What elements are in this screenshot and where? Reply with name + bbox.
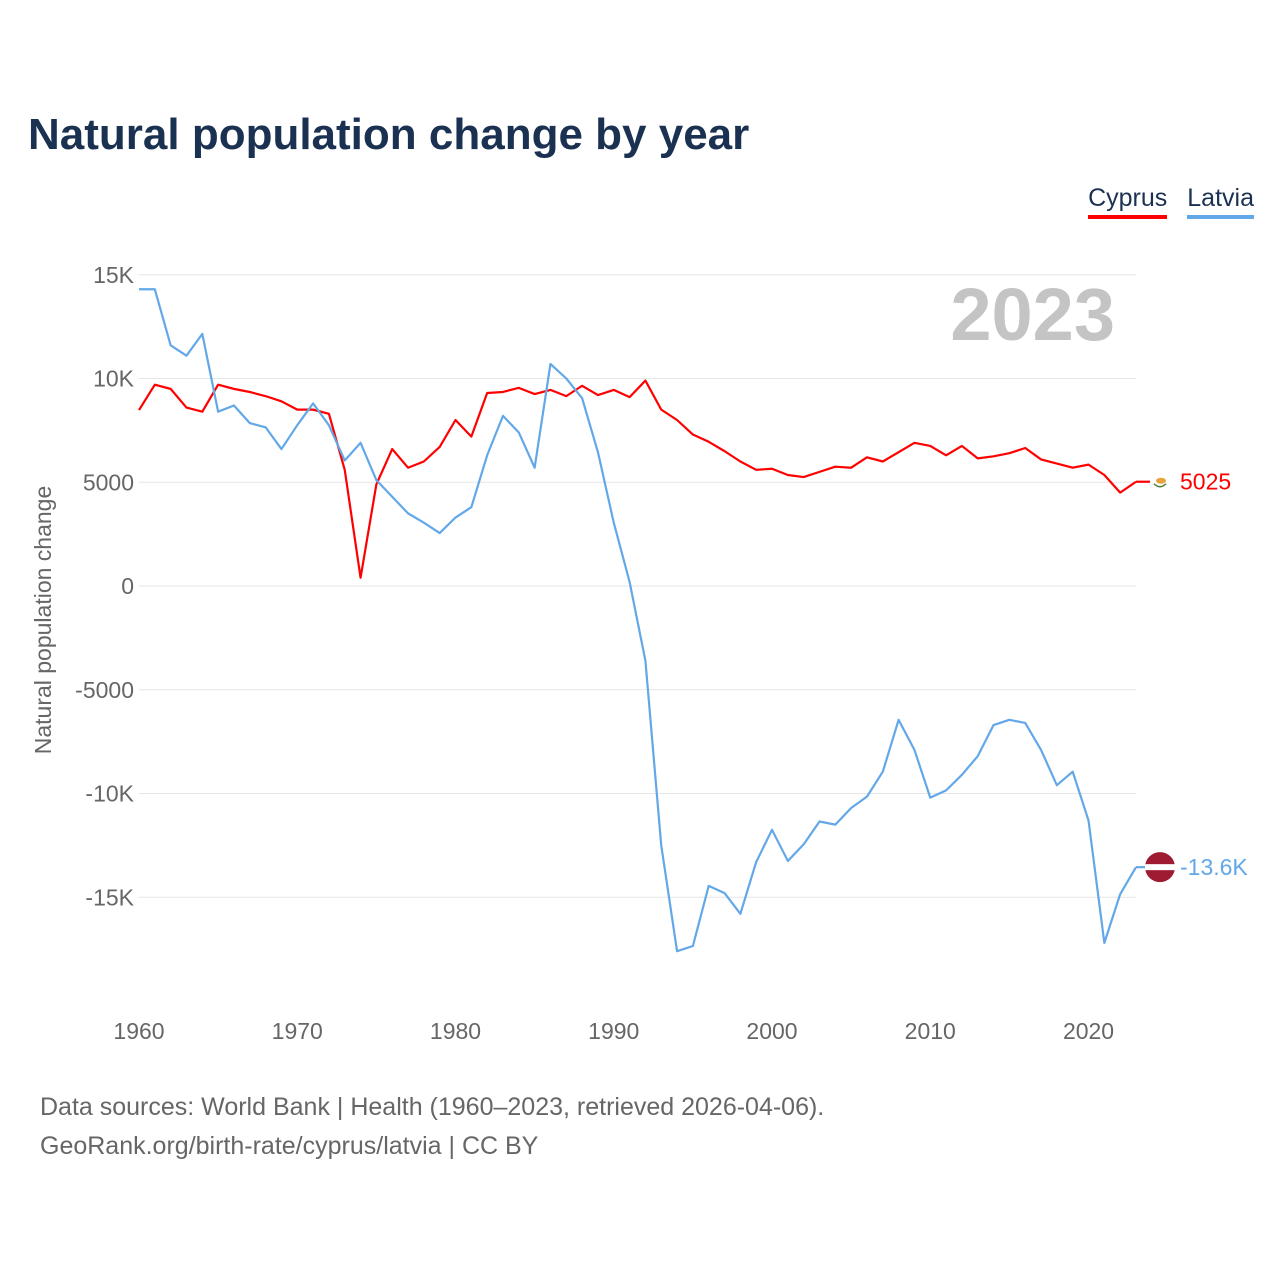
y-tick-label: -15K bbox=[85, 884, 134, 910]
y-tick-label: -5000 bbox=[75, 677, 134, 703]
y-tick-label: 5000 bbox=[83, 469, 134, 495]
x-tick-label: 1970 bbox=[272, 1018, 323, 1044]
latvia-flag-icon bbox=[1145, 852, 1175, 883]
y-tick-label: -10K bbox=[85, 781, 134, 807]
legend-latvia[interactable]: Latvia bbox=[1187, 184, 1254, 219]
cyprus-flag-icon bbox=[1151, 472, 1169, 491]
source-line-1: Data sources: World Bank | Health (1960–… bbox=[40, 1093, 825, 1121]
chart-title: Natural population change by year bbox=[28, 110, 750, 159]
y-tick-label: 15K bbox=[93, 262, 135, 288]
x-tick-label: 1980 bbox=[430, 1018, 481, 1044]
source-line-2[interactable]: GeoRank.org/birth-rate/cyprus/latvia | C… bbox=[40, 1132, 539, 1160]
legend-cyprus[interactable]: Cyprus bbox=[1088, 184, 1168, 219]
y-axis-label: Natural population change bbox=[30, 486, 56, 755]
y-tick-label: 10K bbox=[93, 366, 135, 392]
year-watermark: 2023 bbox=[950, 273, 1115, 356]
x-tick-label: 1960 bbox=[113, 1018, 164, 1044]
series-line-cyprus bbox=[138, 379, 1137, 579]
legend: Cyprus Latvia bbox=[1088, 184, 1254, 219]
y-tick-label: 0 bbox=[121, 573, 134, 599]
source-note: Data sources: World Bank | Health (1960–… bbox=[40, 1088, 824, 1166]
end-value-latvia: -13.6K bbox=[1180, 854, 1248, 880]
series-line-latvia bbox=[139, 288, 1137, 953]
x-tick-label: 2010 bbox=[905, 1018, 956, 1044]
x-tick-label: 2000 bbox=[746, 1018, 797, 1044]
end-value-cyprus: 5025 bbox=[1180, 469, 1231, 495]
x-tick-label: 2020 bbox=[1063, 1018, 1114, 1044]
x-tick-label: 1990 bbox=[588, 1018, 639, 1044]
